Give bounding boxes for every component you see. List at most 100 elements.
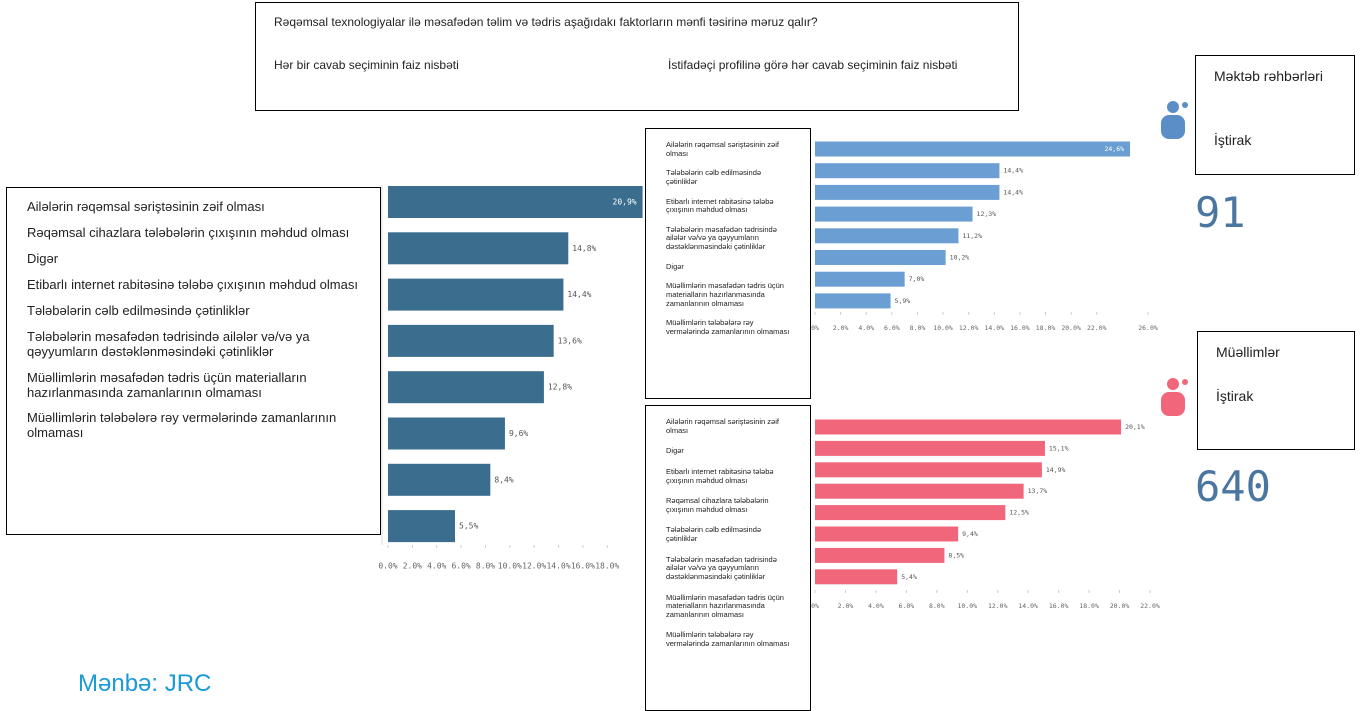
value-label: 14,8% [572,244,596,253]
value-label: 12,8% [548,383,572,392]
x-tick-label: 12.0% [959,324,979,332]
bar [815,163,1000,179]
x-tick-label: 12.0% [522,562,546,571]
category-label: Tələbələrin məsafədən tədrisində ailələr… [666,224,777,251]
bar [815,462,1042,478]
category-label: Ailələrin rəqəmsal səriştəsinin zəif olm… [666,140,779,158]
bar [815,569,898,585]
profile-name: Məktəb rəhbərləri [1214,68,1323,84]
bar [815,250,946,265]
value-label: 13,6% [558,336,582,345]
bar [388,463,491,496]
category-label: Tələbələrin cəlb edilməsində çətinliklər [666,525,762,543]
x-tick-label: 22.0% [1087,324,1107,332]
bar [388,324,554,357]
value-label: 7,0% [909,275,925,283]
x-tick-label: 14.0% [546,562,570,571]
category-label: Müəllimlərin tələbələrə rəy vermələrində… [666,318,790,336]
category-label: Rəqəmsal cihazlara tələbələrin çıxışının… [27,224,350,240]
value-label: 11,2% [962,232,982,240]
bar [388,371,544,404]
bar [388,278,564,311]
x-tick-label: 22.0% [1140,602,1160,610]
caption: Hər bir cavab seçiminin faiz nisbəti [274,58,459,72]
value-label: 8,4% [494,475,513,484]
bar [388,510,455,543]
bar [815,526,959,542]
category-label: Müəllimlərin məsafədən tədris üçün mater… [666,281,784,308]
x-tick-label: 18.0% [1036,324,1056,332]
bar [815,228,959,244]
profile-label: İştirak [1214,132,1252,148]
value-label: 5,9% [895,297,911,305]
x-tick-label: 18.0% [1079,602,1099,610]
bar [815,141,1131,157]
profile-panel: Məktəb rəhbərləri İştirak [1195,55,1355,175]
category-label: Etibarlı internet rabitəsinə tələbə çıxı… [666,466,774,485]
x-tick-label: 20.0% [1110,602,1130,610]
profile-panel: Müəllimlər İştirak [1197,331,1355,450]
x-tick-label: 4.0% [858,324,874,332]
bar [388,186,643,218]
x-tick-label: 6.0% [899,602,915,610]
category-label: Ailələrin rəqəmsal səriştəsinin zəif olm… [666,417,779,435]
bar [815,419,1122,435]
value-label: 5,4% [901,573,917,581]
participation-count: 640 [1195,462,1271,511]
x-tick-label: 16.0% [1049,602,1069,610]
x-tick-label: 14.0% [985,324,1005,332]
category-label: Tələbələrin məsafədən tədrisində ailələr… [27,328,310,359]
caption: İstifadəçi profilinə görə hər cavab seçi… [668,58,958,72]
bar [815,271,905,287]
x-tick-label: 2.0% [838,602,854,610]
x-tick-label: 26.0% [1138,324,1158,332]
value-label: 13,7% [1028,487,1048,495]
x-tick-label: 12.0% [988,602,1008,610]
profile-name: Müəllimlər [1216,344,1280,360]
x-tick-label: 8.0% [929,602,945,610]
category-label: Müəllimlərin məsafədən tədris üçün mater… [27,369,307,400]
category-label: Tələbələrin cəlb edilməsində çətinliklər [27,302,250,318]
x-tick-label: 20.0% [1061,324,1081,332]
category-label: Digər [666,261,684,271]
participation-count: 91 [1195,188,1246,237]
profile-label: İştirak [1216,388,1254,404]
value-label: 14,4% [1003,167,1023,175]
category-label: Rəqəmsal cihazlara tələbələrin çıxışının… [666,496,769,514]
icon-teachers [1161,378,1188,416]
x-tick-label: 10.0% [498,562,522,571]
x-tick-label: 2.0% [833,324,849,332]
category-label: Müəllimlərin məsafədən tədris üçün mater… [666,592,784,619]
bar [815,440,1045,456]
value-label: 12,5% [1009,509,1029,517]
x-tick-label: 0% [811,324,819,332]
value-label: 15,1% [1049,444,1069,452]
x-tick-label: 18.0% [595,562,619,571]
value-label: 14,9% [1046,466,1066,474]
x-tick-label: 6.0% [451,562,470,571]
value-label: 14,4% [567,290,591,299]
x-tick-label: 6.0% [884,324,900,332]
value-label: 20,9% [613,198,637,207]
x-tick-label: 0% [811,602,819,610]
x-tick-label: 4.0% [427,562,446,571]
category-label: Etibarlı internet rabitəsinə tələbə çıxı… [666,196,774,215]
source: Mənbə: JRC [78,670,212,697]
category-label: Müəllimlərin tələbələrə rəy vermələrində… [27,410,337,441]
value-label: 12,3% [977,210,997,218]
bar [815,483,1024,499]
category-label: Müəllimlərin tələbələrə rəy vermələrində… [666,630,790,648]
bar [815,293,891,309]
x-tick-label: 8.0% [910,324,926,332]
icon-leaders [1161,101,1188,139]
bar [815,547,945,563]
category-label: Digər [27,250,59,266]
value-label: 5,5% [459,522,478,531]
value-label: 20,1% [1125,423,1145,431]
bar [815,505,1006,521]
bar [388,417,505,450]
value-label: 9,4% [962,530,978,538]
category-label: Tələbələrin cəlb edilməsində çətinliklər [666,168,762,186]
